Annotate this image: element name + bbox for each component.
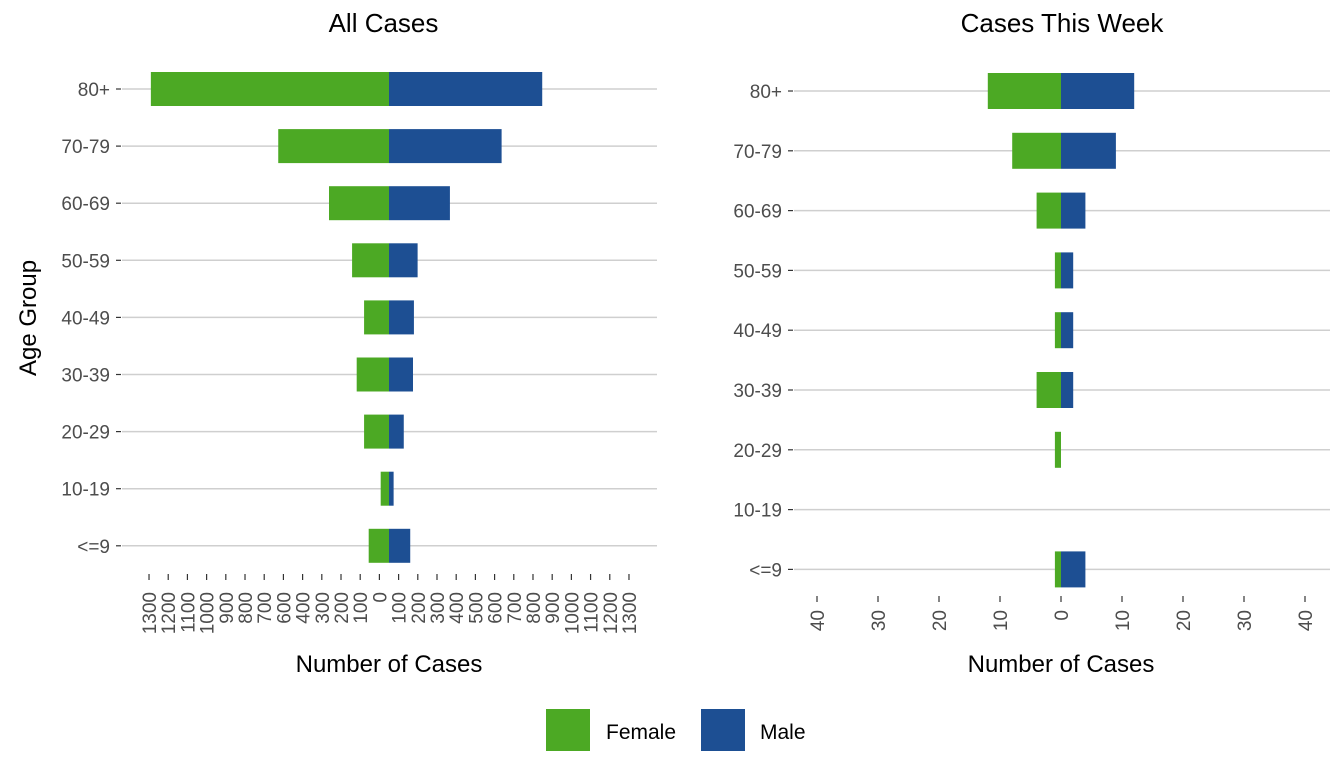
y-tick-label: 50-59 — [61, 251, 110, 272]
x-axis-title: Number of Cases — [968, 651, 1155, 678]
panel-title: All Cases — [329, 8, 439, 38]
y-tick-label: 60-69 — [733, 202, 782, 223]
bar-female — [356, 357, 389, 392]
x-tick-label: 200 — [409, 592, 430, 624]
bar-male — [1061, 551, 1086, 588]
bar-female — [329, 186, 389, 221]
x-tick-label: 100 — [390, 592, 411, 624]
x-tick-label: 100 — [351, 592, 372, 624]
bar-male — [1061, 192, 1086, 229]
bar-female — [987, 73, 1061, 109]
legend-swatch-female — [546, 709, 590, 751]
bar-female — [368, 528, 389, 563]
x-tick-label: 20 — [930, 610, 951, 631]
x-tick-label: 1000 — [562, 592, 583, 634]
x-tick-label: 400 — [447, 592, 468, 624]
y-tick-label: 10-19 — [733, 501, 782, 522]
x-tick-label: 600 — [274, 592, 295, 624]
x-tick-label: 40 — [1296, 610, 1317, 631]
x-tick-label: 1200 — [159, 592, 180, 634]
x-tick-label: 1200 — [601, 592, 622, 634]
x-tick-label: 300 — [428, 592, 449, 624]
y-tick-label: <=9 — [77, 537, 110, 558]
x-axis-title: Number of Cases — [296, 651, 483, 678]
x-tick-label: 30 — [869, 610, 890, 631]
bar-male — [1061, 73, 1135, 109]
y-tick-label: 50-59 — [733, 261, 782, 282]
y-tick-label: 30-39 — [61, 366, 110, 387]
y-tick-label: 60-69 — [61, 194, 110, 215]
y-tick-label: 40-49 — [733, 321, 782, 342]
bar-female — [278, 129, 389, 164]
y-tick-label: 10-19 — [61, 480, 110, 501]
x-tick-label: 10 — [991, 610, 1012, 631]
x-tick-label: 900 — [217, 592, 238, 624]
x-tick-label: 40 — [808, 610, 829, 631]
x-tick-label: 0 — [370, 592, 391, 603]
x-tick-label: 1100 — [582, 592, 603, 633]
bar-female — [1036, 192, 1061, 229]
bar-female — [364, 300, 389, 335]
bar-male — [389, 72, 543, 106]
legend-swatch-male — [701, 709, 745, 751]
x-tick-label: 30 — [1235, 610, 1256, 631]
x-tick-label: 20 — [1174, 610, 1195, 631]
bar-male — [1061, 132, 1116, 169]
bar-female — [380, 471, 389, 506]
x-tick-label: 1300 — [620, 592, 641, 634]
bar-female — [1054, 252, 1061, 289]
y-tick-label: 80+ — [750, 82, 782, 103]
x-tick-label: 900 — [543, 592, 564, 624]
x-tick-label: 700 — [505, 592, 526, 624]
x-tick-label: 400 — [294, 592, 315, 624]
x-tick-label: 600 — [486, 592, 507, 624]
bar-female — [364, 414, 389, 449]
y-tick-label: 40-49 — [61, 308, 110, 329]
bar-male — [389, 243, 418, 278]
x-tick-label: 1100 — [178, 592, 199, 633]
legend-label-male: Male — [760, 721, 806, 744]
bar-female — [352, 243, 389, 278]
bar-male — [389, 186, 450, 221]
x-tick-label: 700 — [255, 592, 276, 624]
bar-male — [1061, 372, 1074, 408]
bar-male — [389, 129, 502, 164]
x-tick-label: 800 — [236, 592, 257, 624]
legend-label-female: Female — [606, 721, 676, 744]
x-tick-label: 10 — [1113, 610, 1134, 631]
x-tick-label: 1300 — [140, 592, 161, 634]
bar-male — [389, 528, 411, 563]
y-tick-label: 70-79 — [61, 137, 110, 158]
bar-male — [1061, 252, 1074, 289]
y-tick-label: 30-39 — [733, 381, 782, 402]
bar-male — [389, 300, 414, 335]
y-tick-label: 20-29 — [733, 441, 782, 462]
y-tick-label: 80+ — [78, 80, 110, 101]
y-tick-label: <=9 — [749, 560, 782, 581]
bar-female — [1054, 551, 1061, 588]
y-tick-label: 20-29 — [61, 423, 110, 444]
y-axis-title: Age Group — [15, 260, 42, 376]
x-tick-label: 200 — [332, 592, 353, 624]
bar-female — [150, 72, 389, 106]
y-tick-label: 70-79 — [733, 142, 782, 163]
bar-male — [1061, 312, 1074, 349]
bar-male — [389, 357, 413, 392]
bar-male — [389, 471, 394, 506]
bar-male — [389, 414, 404, 449]
bar-female — [1036, 372, 1061, 408]
x-tick-label: 500 — [466, 592, 487, 624]
x-tick-label: 1000 — [198, 592, 219, 634]
bar-female — [1054, 312, 1061, 349]
x-tick-label: 300 — [313, 592, 334, 624]
bar-female — [1054, 431, 1061, 468]
x-tick-label: 0 — [1052, 610, 1073, 621]
x-tick-label: 800 — [524, 592, 545, 624]
panel-title: Cases This Week — [961, 8, 1165, 38]
bar-female — [1012, 132, 1061, 169]
